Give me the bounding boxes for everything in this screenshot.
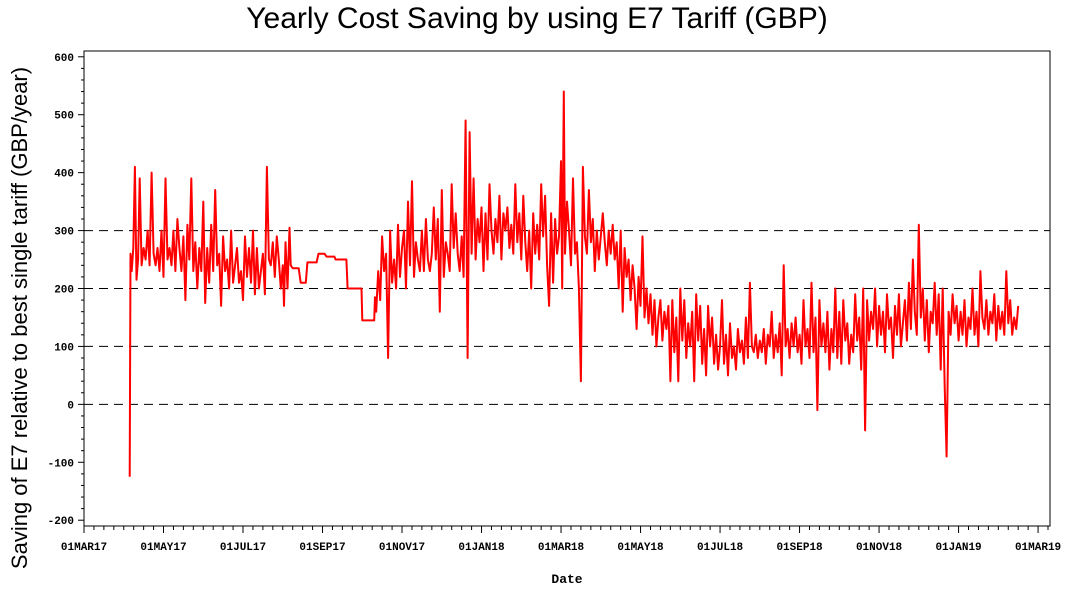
- y-tick-label: -200: [48, 516, 74, 528]
- y-tick-label: 0: [67, 400, 74, 412]
- chart-title: Yearly Cost Saving by using E7 Tariff (G…: [246, 2, 828, 35]
- y-tick-label: 100: [54, 342, 74, 354]
- x-tick-label: 01MAR19: [1015, 542, 1061, 554]
- x-tick-label: 01JUL18: [697, 542, 744, 554]
- x-tick-label: 01NOV17: [379, 542, 425, 554]
- x-tick-label: 01JAN18: [458, 542, 505, 554]
- x-tick-label: 01SEP17: [299, 542, 345, 554]
- x-tick-label: 01SEP18: [776, 542, 823, 554]
- x-axis-label: Date: [551, 572, 583, 587]
- y-tick-label: 400: [54, 169, 74, 181]
- x-tick-label: 01NOV18: [856, 542, 903, 554]
- x-tick-label: 01MAR18: [538, 542, 585, 554]
- x-tick-label: 01MAY17: [140, 542, 186, 554]
- x-tick-label: 01MAR17: [61, 542, 107, 554]
- y-tick-label: -100: [48, 458, 74, 470]
- y-tick-label: 500: [54, 111, 74, 123]
- series-line: [128, 90, 1020, 477]
- x-tick-label: 01MAY18: [617, 542, 664, 554]
- y-tick-label: 300: [54, 227, 74, 239]
- x-tick-label: 01JAN19: [935, 542, 981, 554]
- y-tick-label: 200: [54, 285, 74, 297]
- y-tick-label: 600: [54, 53, 74, 65]
- x-tick-label: 01JUL17: [220, 542, 266, 554]
